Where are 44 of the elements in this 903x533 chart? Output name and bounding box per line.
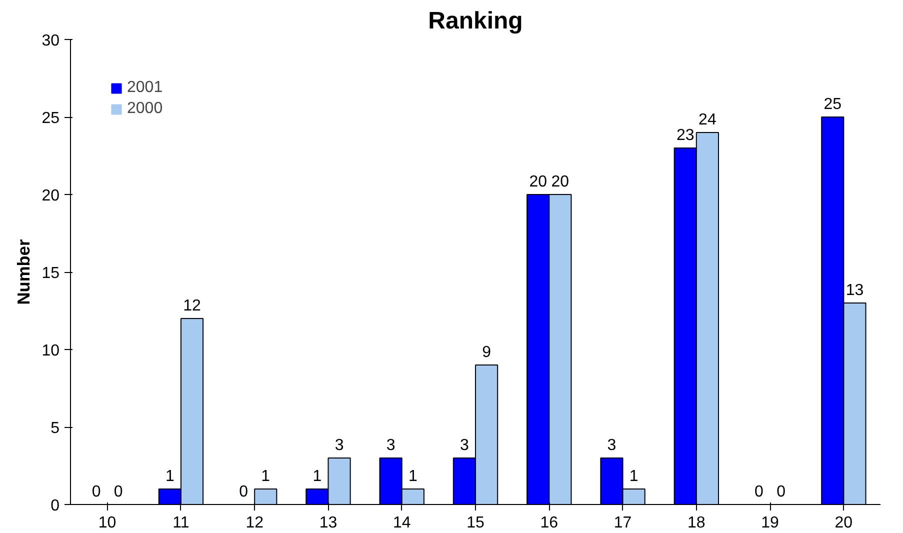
data-label: 0 (92, 484, 101, 500)
data-label: 1 (408, 468, 418, 485)
data-label: 0 (776, 484, 786, 500)
data-label: 1 (312, 468, 322, 485)
x-tick-label: 15 (466, 514, 484, 532)
data-label: 3 (334, 437, 344, 454)
y-tick-label: 25 (42, 110, 60, 127)
data-label: 25 (824, 96, 842, 113)
data-label: 3 (386, 437, 396, 454)
legend-label: 2001 (127, 79, 163, 97)
data-label: 1 (261, 468, 270, 485)
x-tick-label: 20 (834, 514, 853, 532)
x-tick-label: 10 (98, 514, 116, 532)
data-label: 12 (183, 298, 201, 314)
y-tick-label: 20 (42, 188, 60, 204)
x-tick-label: 13 (319, 514, 338, 532)
data-label: 0 (754, 484, 764, 500)
data-label: 0 (114, 484, 123, 500)
y-tick-label: 0 (50, 498, 60, 514)
data-label: 13 (846, 282, 864, 299)
data-label: 20 (529, 174, 548, 190)
data-label: 1 (165, 468, 174, 485)
y-tick-label: 30 (42, 32, 60, 50)
y-tick-label: 5 (50, 420, 60, 437)
x-tick-label: 11 (172, 514, 190, 532)
x-tick-label: 12 (246, 514, 264, 532)
data-label: 9 (482, 344, 492, 361)
x-tick-label: 16 (540, 514, 558, 532)
chart-title: Ranking (428, 8, 523, 34)
data-label: 3 (607, 437, 616, 454)
data-label: 0 (239, 484, 248, 500)
data-label: 1 (629, 468, 638, 485)
x-tick-label: 17 (614, 514, 632, 532)
x-tick-label: 18 (688, 514, 706, 532)
y-tick-label: 15 (42, 265, 60, 282)
y-axis-title: Number (14, 239, 34, 305)
data-label: 20 (551, 174, 570, 190)
y-tick-label: 10 (42, 342, 60, 360)
legend-label: 2000 (127, 100, 163, 118)
x-tick-label: 14 (392, 514, 411, 532)
data-label: 24 (698, 112, 716, 128)
x-tick-label: 19 (761, 514, 780, 532)
data-label: 23 (676, 127, 694, 144)
data-label: 3 (460, 437, 470, 454)
